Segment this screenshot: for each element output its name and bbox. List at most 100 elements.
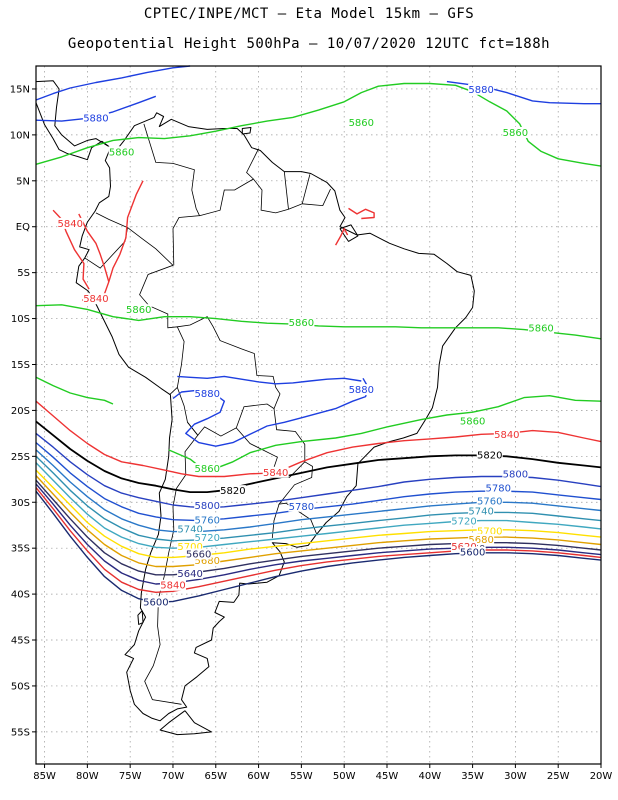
- lat-lon-grid: [36, 66, 602, 764]
- coastline: [75, 112, 475, 722]
- contour-5880: [177, 375, 362, 385]
- contour-5700: [35, 469, 602, 559]
- contour-label-5840: 5840: [494, 430, 519, 441]
- contour-label-5820: 5820: [477, 450, 502, 461]
- contour-label-bg: [451, 541, 478, 553]
- contour-label-5860: 5860: [194, 464, 219, 475]
- contour-label-bg: [348, 384, 375, 396]
- contour-label-5720: 5720: [194, 533, 219, 544]
- contour-5860: [168, 395, 602, 470]
- contour-label-bg: [288, 500, 315, 512]
- lon-tick-label: 65W: [204, 771, 227, 782]
- contour-label-bg: [288, 317, 315, 329]
- country-border: [144, 422, 199, 705]
- chart-title-line1: CPTEC/INPE/MCT – Eta Model 15km – GFS: [143, 6, 475, 22]
- contour-label-bg: [459, 546, 486, 558]
- country-border: [235, 408, 306, 478]
- lon-tick-label: 80W: [76, 771, 99, 782]
- contour-label-bg: [194, 531, 221, 543]
- contour-5800: [35, 432, 602, 509]
- contour-label-bg: [159, 579, 186, 591]
- lat-tick-label: 10N: [10, 130, 30, 141]
- lat-tick-label: 50S: [11, 681, 30, 692]
- contour-label-5840: 5840: [83, 294, 108, 305]
- contour-5780: [35, 442, 602, 522]
- country-border: [84, 212, 129, 269]
- chart-title-line2: Geopotential Height 500hPa – 10/07/2020 …: [67, 36, 551, 52]
- contour-label-5880: 5880: [194, 389, 219, 400]
- lat-tick-label: EQ: [16, 222, 30, 233]
- contour-label-5860: 5860: [109, 147, 134, 158]
- contour-label-bg: [219, 485, 246, 497]
- contour-label-bg: [177, 567, 204, 579]
- contour-label-bg: [528, 322, 555, 334]
- country-border: [253, 178, 331, 214]
- contour-label-bg: [502, 126, 529, 138]
- lon-tick-label: 45W: [376, 771, 399, 782]
- contour-5740: [35, 455, 602, 542]
- contour-label-5800: 5800: [503, 470, 528, 481]
- coastline: [35, 102, 111, 161]
- contour-5680: [35, 475, 602, 568]
- lon-tick-label: 30W: [504, 771, 527, 782]
- contour-5840: [334, 227, 349, 246]
- contour-label-bg: [485, 482, 512, 494]
- coastline: [137, 610, 144, 625]
- contour-label-bg: [82, 112, 109, 124]
- contour-label-bg: [108, 146, 135, 158]
- contour-label-bg: [194, 499, 221, 511]
- map-frame: [35, 65, 602, 765]
- lon-tick-label: 40W: [418, 771, 441, 782]
- contour-label-bg: [348, 116, 375, 128]
- contour-label-5740: 5740: [468, 506, 493, 517]
- contour-label-5660: 5660: [186, 550, 211, 561]
- contour-label-5860: 5860: [289, 318, 314, 329]
- lat-tick-label: 15S: [11, 360, 30, 371]
- lon-tick-label: 60W: [247, 771, 270, 782]
- country-border: [283, 171, 289, 210]
- contour-5640: [35, 483, 602, 585]
- contour-5840: [348, 207, 375, 220]
- contour-5840: [108, 180, 144, 283]
- contour-label-5780: 5780: [289, 502, 314, 513]
- lon-tick-label: 50W: [333, 771, 356, 782]
- country-border: [127, 227, 185, 396]
- contour-label-5640: 5640: [177, 569, 202, 580]
- contour-label-bg: [468, 83, 495, 95]
- contour-label-bg: [476, 449, 503, 461]
- contour-5860: [35, 376, 114, 405]
- contour-label-5760: 5760: [477, 496, 502, 507]
- lat-tick-label: 5N: [16, 176, 30, 187]
- contour-label-5840: 5840: [58, 219, 83, 230]
- contour-label-bg: [493, 429, 520, 441]
- country-border: [143, 123, 201, 266]
- lat-tick-label: 20S: [11, 406, 30, 417]
- coastlines-borders: [35, 80, 475, 736]
- contour-label-5860: 5860: [528, 324, 553, 335]
- contour-label-5740: 5740: [177, 525, 202, 536]
- contour-label-5800: 5800: [194, 501, 219, 512]
- contour-label-5860: 5860: [460, 416, 485, 427]
- coastline: [339, 224, 359, 242]
- contour-label-bg: [194, 387, 221, 399]
- contour-label-5840: 5840: [160, 581, 185, 592]
- lon-tick-label: 55W: [290, 771, 313, 782]
- lat-tick-label: 40S: [11, 590, 30, 601]
- contour-5660: [35, 479, 602, 576]
- contour-label-bg: [82, 293, 109, 305]
- contour-label-5700: 5700: [477, 527, 502, 538]
- lat-tick-label: 30S: [11, 498, 30, 509]
- contour-label-bg: [194, 554, 221, 566]
- contour-labels: 5880 5880 5880 5880 5860 5860 5860 5860 5860 5860…: [57, 83, 555, 608]
- contour-label-5760: 5760: [194, 516, 219, 527]
- contour-label-5840: 5840: [263, 468, 288, 479]
- contour-label-5860: 5860: [126, 305, 151, 316]
- coastline: [159, 710, 212, 736]
- lat-tick-label: 10S: [11, 314, 30, 325]
- contour-label-bg: [142, 596, 169, 608]
- contour-label-5880: 5880: [468, 85, 493, 96]
- contour-5620: [35, 487, 602, 593]
- contour-label-bg: [459, 415, 486, 427]
- contour-label-5600: 5600: [460, 548, 485, 559]
- contour-label-5700: 5700: [177, 542, 202, 553]
